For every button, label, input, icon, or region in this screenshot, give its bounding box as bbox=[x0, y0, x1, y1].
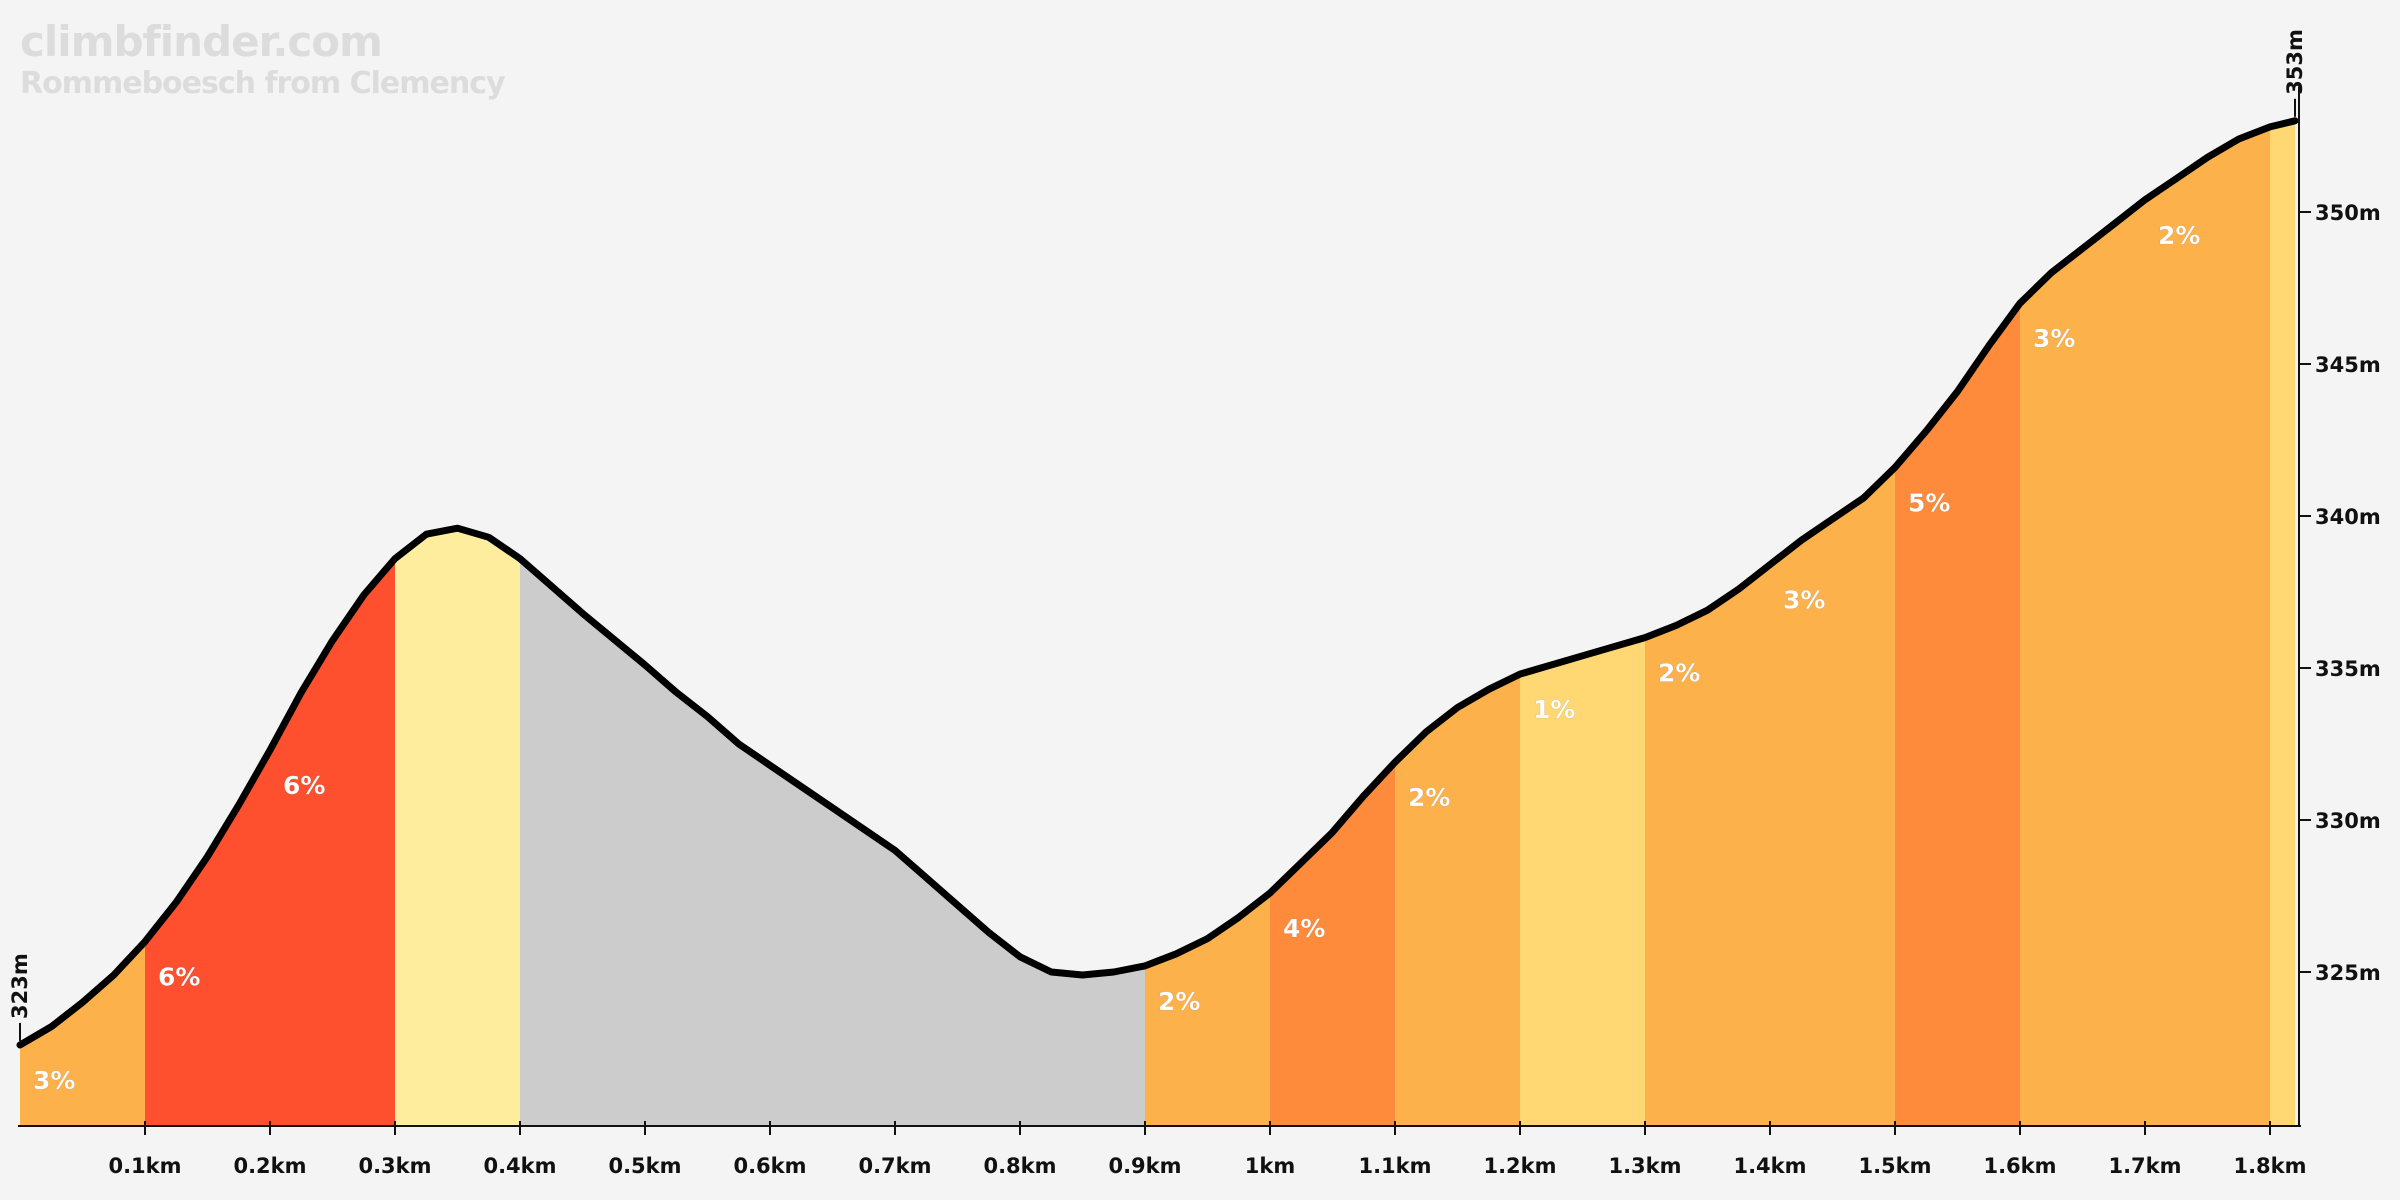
y-tick-label-2: 330m bbox=[2315, 809, 2381, 833]
grade-segment-6 bbox=[1145, 893, 1270, 1125]
x-tick-label-17: 1.7km bbox=[2108, 1154, 2181, 1178]
grade-label-11: 3% bbox=[1783, 586, 1825, 615]
x-tick-label-1: 0.1km bbox=[108, 1154, 181, 1178]
grade-segment-9 bbox=[1520, 637, 1645, 1125]
x-tick-label-11: 1.1km bbox=[1358, 1154, 1431, 1178]
grade-segments bbox=[20, 120, 2295, 1126]
grade-label-12: 5% bbox=[1908, 488, 1950, 517]
grade-segment-1 bbox=[20, 941, 145, 1125]
grade-segment-3 bbox=[270, 558, 395, 1125]
grade-labels: 3% 6% 6% 2% 4% 2% 1% 2% 3% 5% 3% 2% bbox=[33, 221, 2201, 1096]
y-tick-label-4: 340m bbox=[2315, 505, 2381, 529]
x-tick-label-10: 1km bbox=[1245, 1154, 1295, 1178]
grade-segment-10 bbox=[1645, 564, 1770, 1125]
grade-segment-8 bbox=[1395, 674, 1520, 1125]
brand-block: climbfinder.com Rommeboesch from Clemenc… bbox=[20, 17, 506, 102]
grade-label-1: 3% bbox=[33, 1066, 75, 1095]
grade-segment-11 bbox=[1770, 467, 1895, 1125]
grade-segment-4 bbox=[395, 528, 520, 1125]
grade-segment-15 bbox=[2270, 120, 2295, 1126]
x-tick-label-4: 0.4km bbox=[483, 1154, 556, 1178]
x-tick-label-3: 0.3km bbox=[358, 1154, 431, 1178]
grade-label-3: 6% bbox=[283, 771, 325, 800]
x-tick-label-8: 0.8km bbox=[983, 1154, 1056, 1178]
grade-segment-5 bbox=[520, 558, 1145, 1125]
profile-line-group bbox=[16, 117, 2299, 1049]
x-tick-label-15: 1.5km bbox=[1858, 1154, 1931, 1178]
y-tick-label-3: 335m bbox=[2315, 657, 2381, 681]
start-elevation-label: 323m bbox=[8, 953, 32, 1019]
y-tick-label-1: 325m bbox=[2315, 961, 2381, 985]
x-tick-label-14: 1.4km bbox=[1733, 1154, 1806, 1178]
end-elevation-label: 353m bbox=[2283, 29, 2307, 95]
x-tick-label-6: 0.6km bbox=[733, 1154, 806, 1178]
grade-segment-7 bbox=[1270, 762, 1395, 1125]
grade-segment-13 bbox=[2020, 199, 2145, 1126]
grade-label-14: 2% bbox=[2158, 221, 2200, 250]
x-tick-label-7: 0.7km bbox=[858, 1154, 931, 1178]
x-tick-label-16: 1.6km bbox=[1983, 1154, 2056, 1178]
grade-label-2: 6% bbox=[158, 963, 200, 992]
brand-site[interactable]: climbfinder.com bbox=[20, 17, 383, 66]
x-tick-label-9: 0.9km bbox=[1108, 1154, 1181, 1178]
grade-label-6: 2% bbox=[1158, 987, 1200, 1016]
y-tick-label-6: 350m bbox=[2315, 201, 2381, 225]
grade-segment-14 bbox=[2145, 126, 2270, 1125]
x-tick-label-5: 0.5km bbox=[608, 1154, 681, 1178]
grade-label-7: 4% bbox=[1283, 914, 1325, 943]
climb-name: Rommeboesch from Clemency bbox=[20, 66, 506, 101]
x-tick-label-12: 1.2km bbox=[1483, 1154, 1556, 1178]
y-tick-label-5: 345m bbox=[2315, 353, 2381, 377]
grade-segment-2 bbox=[145, 750, 270, 1125]
x-tick-label-13: 1.3km bbox=[1608, 1154, 1681, 1178]
x-tick-label-2: 0.2km bbox=[233, 1154, 306, 1178]
grade-label-13: 3% bbox=[2033, 324, 2075, 353]
grade-label-10: 2% bbox=[1658, 659, 1700, 688]
axes: 0.1km 0.2km 0.3km 0.4km 0.5km 0.6km 0.7km 0.8km… bbox=[8, 29, 2381, 1178]
x-tick-label-18: 1.8km bbox=[2233, 1154, 2306, 1178]
grade-label-8: 2% bbox=[1408, 783, 1450, 812]
grade-segment-12 bbox=[1895, 303, 2020, 1125]
profile-line bbox=[16, 117, 2299, 1049]
grade-label-9: 1% bbox=[1533, 695, 1575, 724]
